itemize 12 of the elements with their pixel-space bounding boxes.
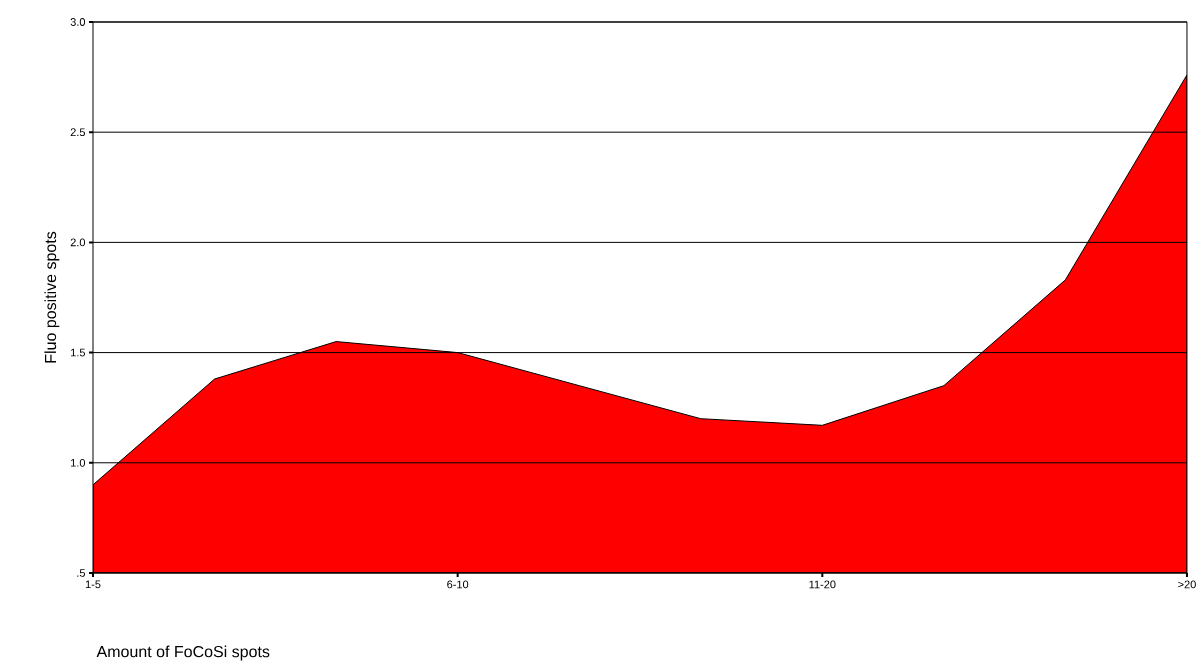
x-tick-label: 1-5	[85, 580, 101, 589]
y-axis-title: Fluo positive spots	[44, 231, 60, 363]
y-tick-label: 2.5	[70, 128, 85, 137]
y-tick-label: .5	[77, 569, 86, 577]
x-tick-label: 11-20	[809, 580, 836, 589]
x-tick-label: 6-10	[447, 580, 469, 589]
y-tick-label: 3.0	[70, 18, 86, 26]
y-tick-label: 2.0	[70, 238, 86, 247]
y-tick-label: 1.5	[71, 348, 85, 357]
x-tick-label: >20	[1178, 580, 1196, 589]
y-tick-label: 1.0	[71, 458, 86, 467]
x-axis-title: Amount of FoCoSi spots	[96, 645, 270, 661]
